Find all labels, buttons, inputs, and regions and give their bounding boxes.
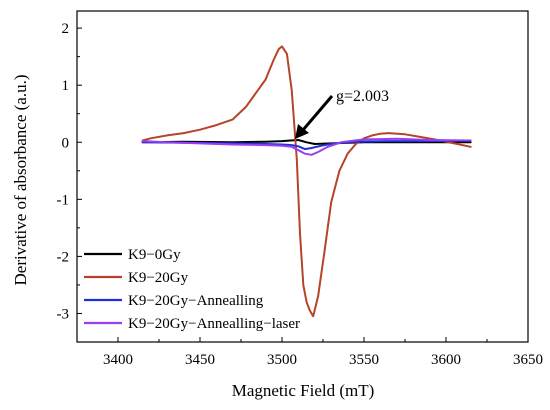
- series-line-3: [141, 139, 472, 151]
- legend-label-3: K9−20Gy−Annealling: [128, 293, 264, 309]
- x-tick-label: 3600: [431, 352, 461, 368]
- y-tick-label: 0: [62, 135, 70, 151]
- plot-area-border: [76, 10, 529, 343]
- x-axis-label: Magnetic Field (mT): [232, 381, 375, 400]
- series-lines: [141, 45, 472, 318]
- y-tick-label: 2: [62, 21, 70, 37]
- legend: K9−0Gy K9−20Gy K9−20Gy−Annealling K9−20Gy−A…: [84, 247, 300, 332]
- y-tick-label: -3: [57, 306, 70, 322]
- series-line-4: [141, 137, 472, 156]
- y-tick-label: 1: [62, 78, 70, 94]
- x-tick-label: 3450: [185, 352, 215, 368]
- legend-label-1: K9−0Gy: [128, 247, 181, 263]
- plot-frame: [76, 10, 529, 343]
- legend-label-4: K9−20Gy−Annealling−laser: [128, 316, 300, 332]
- axis-ticks: 3400 3450 3500 3550 3600 3650 -3 -2 -1 0 1 2: [57, 21, 544, 368]
- y-axis-label: Derivative of absorbance (a.u.): [11, 75, 30, 286]
- y-tick-label: -2: [57, 249, 70, 265]
- annotation: g=2.003: [295, 88, 389, 139]
- legend-label-2: K9−20Gy: [128, 270, 189, 286]
- x-tick-label: 3650: [513, 352, 543, 368]
- series-line-2: [141, 45, 472, 318]
- x-tick-label: 3500: [267, 352, 297, 368]
- y-tick-label: -1: [57, 192, 70, 208]
- annotation-arrowhead: [295, 124, 309, 139]
- x-tick-label: 3550: [349, 352, 379, 368]
- x-tick-label: 3400: [103, 352, 133, 368]
- annotation-arrow-shaft: [301, 95, 334, 131]
- annotation-label: g=2.003: [336, 88, 389, 105]
